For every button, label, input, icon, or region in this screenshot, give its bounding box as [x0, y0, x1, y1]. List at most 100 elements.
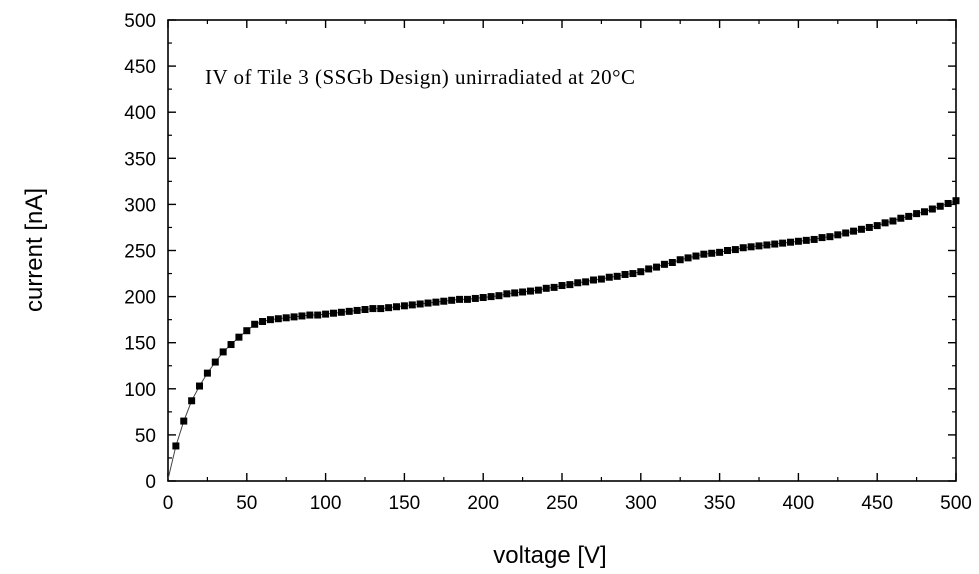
data-point	[527, 288, 534, 295]
data-point	[369, 305, 376, 312]
data-point	[897, 215, 904, 222]
data-point	[180, 418, 187, 425]
data-point	[543, 285, 550, 292]
x-tick-label: 300	[625, 493, 657, 514]
data-point	[708, 250, 715, 257]
data-point	[259, 318, 266, 325]
data-point	[795, 238, 802, 245]
data-point	[488, 293, 495, 300]
data-point	[756, 242, 763, 249]
chart-annotation: IV of Tile 3 (SSGb Design) unirradiated …	[205, 65, 636, 89]
x-tick-label: 400	[783, 493, 815, 514]
data-point	[338, 309, 345, 316]
data-point	[574, 279, 581, 286]
data-point	[779, 240, 786, 247]
x-tick-label: 200	[467, 493, 499, 514]
data-point	[275, 315, 282, 322]
data-series	[168, 201, 956, 480]
data-point	[834, 231, 841, 238]
data-point	[196, 383, 203, 390]
data-point	[677, 256, 684, 263]
y-tick-label: 450	[124, 57, 156, 78]
data-point	[614, 273, 621, 280]
data-point	[716, 249, 723, 256]
x-tick-label: 50	[236, 493, 257, 514]
data-point	[661, 261, 668, 268]
data-point	[606, 274, 613, 281]
data-point	[409, 301, 416, 308]
data-point	[212, 359, 219, 366]
x-tick-label: 500	[940, 493, 972, 514]
data-point	[440, 298, 447, 305]
data-points	[172, 197, 959, 449]
x-tick-label: 250	[546, 493, 578, 514]
data-point	[393, 303, 400, 310]
data-point	[858, 226, 865, 233]
data-point	[330, 310, 337, 317]
x-tick-label: 100	[310, 493, 342, 514]
data-point	[362, 306, 369, 313]
data-point	[417, 300, 424, 307]
data-point	[953, 197, 960, 204]
data-point	[535, 287, 542, 294]
data-point	[692, 253, 699, 260]
data-point	[842, 229, 849, 236]
data-point	[582, 278, 589, 285]
data-point	[432, 299, 439, 306]
data-point	[937, 203, 944, 210]
data-point	[882, 219, 889, 226]
data-point	[204, 370, 211, 377]
data-point	[629, 270, 636, 277]
data-point	[622, 271, 629, 278]
data-point	[401, 302, 408, 309]
data-point	[866, 224, 873, 231]
x-tick-label: 350	[704, 493, 736, 514]
y-tick-label: 350	[124, 149, 156, 170]
data-point	[645, 265, 652, 272]
data-point	[220, 348, 227, 355]
plot-frame	[168, 20, 956, 481]
y-tick-label: 400	[124, 103, 156, 124]
data-point	[235, 334, 242, 341]
data-point	[306, 312, 313, 319]
data-point	[874, 222, 881, 229]
data-point	[763, 241, 770, 248]
data-point	[732, 246, 739, 253]
x-tick-label: 150	[389, 493, 421, 514]
y-tick-label: 0	[145, 472, 156, 493]
data-point	[803, 237, 810, 244]
data-point	[267, 316, 274, 323]
y-axis-title: current [nA]	[21, 188, 48, 312]
y-tick-label: 300	[124, 195, 156, 216]
data-point	[850, 228, 857, 235]
data-point	[551, 284, 558, 291]
data-point	[314, 312, 321, 319]
data-point	[724, 247, 731, 254]
data-point	[598, 276, 605, 283]
data-point	[519, 288, 526, 295]
data-point	[298, 312, 305, 319]
data-point	[740, 244, 747, 251]
data-point	[748, 243, 755, 250]
data-point	[385, 304, 392, 311]
data-point	[685, 254, 692, 261]
data-point	[921, 208, 928, 215]
data-point	[322, 311, 329, 318]
y-tick-label: 250	[124, 242, 156, 263]
data-point	[503, 290, 510, 297]
data-point	[559, 282, 566, 289]
series-line	[168, 201, 956, 480]
data-point	[653, 264, 660, 271]
data-point	[669, 259, 676, 266]
data-point	[346, 308, 353, 315]
data-point	[945, 200, 952, 207]
data-point	[929, 206, 936, 213]
data-point	[811, 236, 818, 243]
data-point	[251, 321, 258, 328]
data-point	[456, 296, 463, 303]
data-point	[283, 314, 290, 321]
data-point	[243, 327, 250, 334]
y-tick-label: 100	[124, 380, 156, 401]
x-tick-label: 450	[861, 493, 893, 514]
